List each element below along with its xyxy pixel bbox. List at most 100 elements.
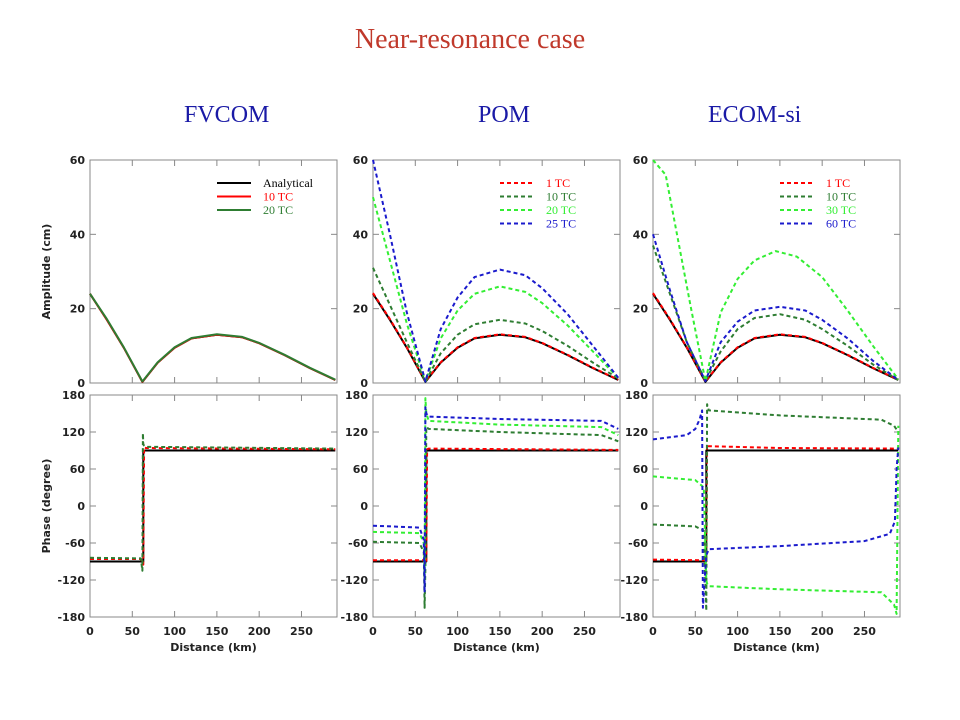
y-tick-label: 20: [633, 303, 649, 316]
series-line-10-tc: [372, 426, 619, 609]
y-tick-label: 20: [70, 303, 86, 316]
legend-label: 10 TC: [263, 190, 293, 204]
legend-label: 10 TC: [826, 190, 856, 204]
y-tick-label: -60: [628, 537, 648, 550]
y-tick-label: 0: [640, 500, 648, 513]
y-tick-label: 120: [345, 426, 368, 439]
series-line-25-tc: [372, 406, 619, 594]
series-line-1-tc: [372, 292, 619, 383]
x-tick-label: 150: [488, 625, 511, 638]
series-line-10-tc: [90, 446, 336, 566]
series-line-20-tc: [89, 432, 336, 572]
phase-frame: [652, 394, 901, 618]
panel-title-ecom-si: ECOM-si: [708, 102, 802, 128]
x-tick-label: 50: [408, 625, 424, 638]
y-tick-label: -120: [57, 574, 85, 587]
y-tick-label: 60: [353, 154, 369, 167]
y-tick-label: -180: [340, 611, 368, 624]
amplitude-frame: [372, 159, 621, 384]
x-tick-label: 150: [768, 625, 791, 638]
series-line-10-tc: [372, 267, 619, 383]
amplitude-frame: [89, 159, 338, 384]
y-tick-label: -120: [620, 574, 648, 587]
y-tick-label: 0: [360, 500, 368, 513]
legend-label: 10 TC: [546, 190, 576, 204]
phase-subplot: -180 -120 -60 0 60 120 180 0 50 100 150 200 250: [340, 389, 621, 638]
y-tick-label: 0: [360, 377, 368, 390]
panel-title-fvcom: FVCOM: [184, 102, 270, 128]
y-tick-label: -180: [57, 611, 85, 624]
y-tick-label: 60: [70, 463, 86, 476]
legend-label: Analytical: [263, 176, 314, 190]
x-tick-label: 50: [125, 625, 141, 638]
phase-y-axis-label: Phase (degree): [40, 459, 53, 554]
legend-label: 1 TC: [826, 176, 850, 190]
x-tick-label: 200: [248, 625, 271, 638]
x-tick-label: 100: [726, 625, 749, 638]
y-tick-label: 40: [633, 228, 649, 241]
phase-subplot: -180 -120 -60 0 60 120 180 0 50 100 150 200 250: [620, 389, 901, 638]
series-line-30-tc: [652, 159, 900, 383]
series-line-60-tc: [652, 234, 899, 383]
x-tick-label: 0: [86, 625, 94, 638]
y-tick-label: -120: [340, 574, 368, 587]
series-line-20-tc: [372, 397, 619, 581]
x-axis-label: Distance (km): [170, 641, 257, 654]
series-line-25-tc: [372, 159, 620, 383]
legend-label: 30 TC: [826, 203, 856, 217]
y-tick-label: 20: [353, 303, 369, 316]
x-tick-label: 250: [573, 625, 596, 638]
x-tick-label: 0: [649, 625, 657, 638]
y-tick-label: 180: [62, 389, 85, 402]
amplitude-y-axis-label: Amplitude (cm): [40, 224, 53, 320]
legend-label: 1 TC: [546, 176, 570, 190]
series-line-1-tc: [373, 447, 619, 564]
y-tick-label: 60: [70, 154, 86, 167]
x-tick-label: 150: [205, 625, 228, 638]
y-tick-label: 180: [345, 389, 368, 402]
legend-label: 60 TC: [826, 217, 856, 231]
legend-label: 25 TC: [546, 217, 576, 231]
legend-label: 20 TC: [546, 203, 576, 217]
x-tick-label: 100: [163, 625, 186, 638]
x-tick-label: 250: [853, 625, 876, 638]
series-line-10-tc: [652, 403, 900, 612]
y-tick-label: 0: [77, 500, 85, 513]
x-tick-label: 200: [531, 625, 554, 638]
series-line-1-tc: [652, 443, 899, 564]
legend-label: 20 TC: [263, 203, 293, 217]
y-tick-label: 40: [70, 228, 86, 241]
series-line-20-tc: [372, 196, 620, 383]
page-title: Near-resonance case: [354, 24, 586, 55]
series-line-20-tc: [89, 293, 336, 383]
y-tick-label: 0: [640, 377, 648, 390]
panel-title-pom: POM: [478, 102, 531, 128]
phase-frame: [372, 394, 621, 618]
y-tick-label: 40: [353, 228, 369, 241]
series-line-analytical: [372, 293, 619, 383]
x-axis-label: Distance (km): [453, 641, 540, 654]
series-line-analytical: [373, 449, 619, 563]
y-tick-label: 0: [77, 377, 85, 390]
y-tick-label: 120: [625, 426, 648, 439]
x-tick-label: 0: [369, 625, 377, 638]
y-tick-label: -180: [620, 611, 648, 624]
x-axis-label: Distance (km): [733, 641, 820, 654]
y-tick-label: 120: [62, 426, 85, 439]
y-tick-label: 180: [625, 389, 648, 402]
phase-frame: [89, 394, 338, 618]
x-tick-label: 200: [811, 625, 834, 638]
y-tick-label: -60: [348, 537, 368, 550]
series-line-analytical: [653, 449, 899, 563]
series-line-10-tc: [89, 293, 336, 383]
